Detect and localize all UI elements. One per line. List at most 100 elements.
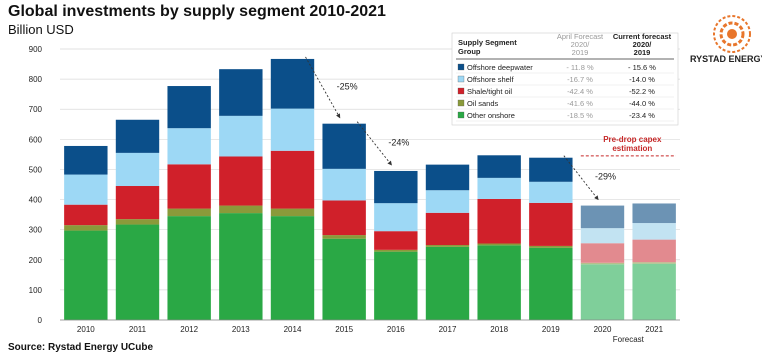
bar-segment — [219, 69, 263, 116]
bar-segment — [632, 263, 676, 320]
bar-segment — [322, 238, 366, 320]
y-tick-label: 600 — [29, 135, 43, 144]
decline-arrow — [563, 155, 599, 201]
legend-col-current-1: Current forecast — [613, 32, 672, 41]
legend-row-name: Oil sands — [467, 99, 499, 108]
legend-row-april: -42.4 % — [567, 87, 593, 96]
bar-segment — [322, 123, 366, 169]
bar-segment — [167, 128, 211, 165]
chart-subtitle: Billion USD — [8, 22, 74, 37]
decline-label: -25% — [337, 81, 358, 91]
bar-segment — [529, 247, 573, 320]
legend-col-segment-1: Supply Segment — [458, 38, 517, 47]
pre-drop-label-2: estimation — [612, 144, 652, 153]
y-tick-label: 500 — [29, 165, 43, 174]
bar-segment — [270, 108, 315, 151]
bar-segment — [374, 203, 418, 232]
bar-segment — [374, 231, 418, 250]
x-tick-label: 2018 — [490, 325, 508, 334]
x-tick-label: 2012 — [180, 325, 198, 334]
bar-segment — [167, 164, 211, 209]
legend-col-april-3: 2019 — [572, 48, 589, 57]
bar-segment — [374, 170, 418, 204]
x-tick-label: 2019 — [542, 325, 560, 334]
legend-row-current: -52.2 % — [629, 87, 655, 96]
bar-segment — [167, 86, 211, 129]
legend-row-name: Offshore deepwater — [467, 63, 533, 72]
bar-segment — [322, 200, 366, 236]
bar-segment — [322, 168, 366, 201]
x-tick-label: 2013 — [232, 325, 250, 334]
bar-segment — [64, 204, 108, 226]
chart-title: Global investments by supply segment 201… — [8, 3, 386, 20]
x-tick-label: 2021 — [645, 325, 663, 334]
logo-text: RYSTAD ENERGY — [690, 54, 762, 64]
bar-segment — [477, 177, 521, 199]
bar-segment — [580, 264, 625, 320]
legend-swatch — [457, 63, 465, 71]
bar-segment — [477, 155, 521, 178]
bar-segment — [270, 208, 315, 217]
legend-col-current-2: 2020/ — [633, 40, 653, 49]
x-tick-label: 2015 — [335, 325, 353, 334]
bar-segment — [580, 262, 625, 265]
bar-segment — [425, 245, 470, 247]
bar-segment — [632, 262, 676, 264]
bar-segment — [219, 205, 263, 214]
y-tick-label: 200 — [29, 256, 43, 265]
bar-segment — [219, 115, 263, 157]
source-note: Source: Rystad Energy UCube — [8, 342, 154, 353]
bar-segment — [115, 152, 160, 187]
bar-segment — [64, 145, 108, 175]
bar-segment — [115, 119, 160, 153]
bar-segment — [374, 249, 418, 252]
bar-segment — [580, 205, 625, 229]
bar-segment — [167, 208, 211, 217]
legend-row-april: - 11.8 % — [566, 63, 594, 72]
bar-segment — [580, 243, 625, 263]
bar-segment — [115, 224, 160, 320]
bar-segment — [425, 164, 470, 191]
bar-segment — [115, 186, 160, 220]
rystad-logo-icon — [713, 15, 751, 53]
bar-segment — [167, 216, 211, 320]
bar-segment — [322, 235, 366, 239]
bar-segment — [64, 225, 108, 231]
bar-segment — [529, 202, 573, 246]
bar-segment — [632, 239, 676, 263]
x-tick-label: 2016 — [387, 325, 405, 334]
bar-segment — [64, 230, 108, 320]
bar-segment — [219, 213, 263, 320]
bar-segment — [580, 228, 625, 244]
bar-segment — [477, 243, 521, 246]
legend-box — [451, 32, 679, 126]
x-tick-label: 2017 — [439, 325, 457, 334]
bar-segment — [374, 251, 418, 320]
legend-row-current: -44.0 % — [629, 99, 655, 108]
y-tick-label: 800 — [29, 75, 43, 84]
bar-segment — [632, 223, 676, 240]
legend-row-april: -41.6 % — [567, 99, 593, 108]
legend-row-current: -14.0 % — [629, 75, 655, 84]
bar-segment — [529, 181, 573, 203]
legend-row-name: Other onshore — [467, 111, 515, 120]
legend-row-name: Shale/tight oil — [467, 87, 512, 96]
y-tick-label: 0 — [38, 316, 43, 325]
legend-col-segment-2: Group — [458, 47, 481, 56]
bar-segment — [425, 212, 470, 246]
bar-segment — [219, 156, 263, 206]
y-tick-label: 900 — [29, 45, 43, 54]
bar-segment — [425, 246, 470, 320]
bar-segment — [529, 245, 573, 248]
bar-segment — [632, 203, 676, 224]
bar-segment — [270, 216, 315, 320]
legend-swatch — [457, 99, 465, 107]
y-tick-label: 400 — [29, 196, 43, 205]
bar-segment — [425, 190, 470, 213]
decline-label: -24% — [388, 137, 409, 147]
y-tick-label: 300 — [29, 226, 43, 235]
bar-segment — [477, 245, 521, 320]
y-tick-label: 100 — [29, 286, 43, 295]
pre-drop-label-1: Pre-drop capex — [603, 135, 662, 144]
